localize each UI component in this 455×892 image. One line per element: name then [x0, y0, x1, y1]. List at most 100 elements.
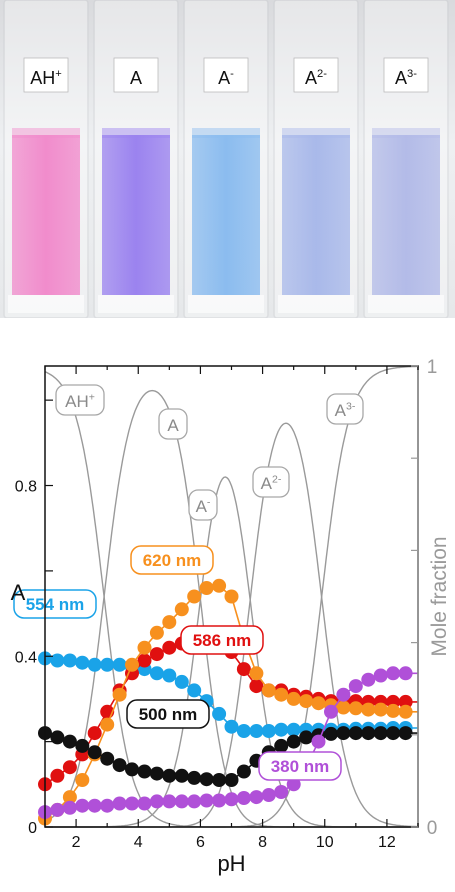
data-point [361, 672, 376, 687]
data-point [361, 726, 376, 741]
species-label: A2- [261, 474, 282, 493]
data-point [100, 717, 115, 732]
data-point [87, 798, 102, 813]
data-point [75, 773, 90, 787]
y-axis-left: 0 0.4 0.8 A [11, 399, 53, 837]
data-point [348, 726, 363, 741]
data-point [386, 703, 401, 718]
x-tick-label: 12 [378, 834, 396, 851]
absorbance-chart: AH+ A A- A2- A3- 554 nm 586 nm 620 nm 500 nm 380 … [11, 357, 451, 876]
y-tick-label: 0.4 [15, 649, 37, 666]
x-tick-label: 4 [134, 834, 143, 851]
data-point [149, 625, 164, 640]
data-point [162, 615, 177, 630]
series-label: 500 nm [139, 705, 198, 724]
data-point [199, 793, 214, 808]
series-label-box [258, 751, 342, 781]
y-tick-label-right: 0 [427, 818, 438, 839]
data-point [361, 702, 376, 717]
data-point [286, 777, 301, 792]
series-label-box [180, 625, 264, 655]
cuvette-label-box [113, 57, 159, 93]
data-point [187, 683, 202, 698]
data-point [50, 730, 65, 745]
data-point [100, 751, 115, 766]
data-point [112, 657, 127, 672]
cuvette: A- [183, 0, 269, 318]
data-point [199, 772, 214, 787]
data-point [62, 653, 77, 668]
data-point [311, 696, 326, 711]
data-point [398, 726, 413, 741]
data-point [249, 679, 264, 694]
data-point [224, 589, 239, 604]
cuvette-liquid [372, 135, 440, 295]
data-point [274, 738, 289, 753]
cuvette-liquid [282, 135, 350, 295]
data-point [87, 657, 102, 672]
data-point [286, 691, 301, 706]
liquid-meniscus [12, 128, 80, 138]
liquid-meniscus [282, 128, 350, 138]
cuvette-label: A- [218, 68, 234, 88]
data-point [112, 796, 127, 811]
liquid-meniscus [192, 128, 260, 138]
data-point [324, 726, 338, 741]
cuvette-label: A3- [395, 68, 417, 88]
data-point [212, 793, 227, 808]
data-point [187, 589, 202, 604]
data-point [125, 762, 139, 777]
data-point [274, 722, 289, 737]
data-point [336, 726, 351, 741]
data-point [249, 666, 264, 681]
data-point [261, 788, 276, 802]
data-point [398, 694, 413, 709]
data-point [50, 768, 65, 783]
data-point [286, 734, 301, 749]
data-point [398, 666, 413, 681]
series-label-box [126, 699, 210, 729]
cuvette-base [368, 295, 444, 313]
cuvette: A [93, 0, 179, 318]
data-point [87, 726, 102, 741]
cuvette-label-box [383, 57, 429, 93]
data-point [249, 724, 264, 738]
cuvette-liquid [192, 135, 260, 295]
species-label: A [167, 416, 179, 435]
series [38, 651, 418, 738]
data-point [149, 766, 164, 781]
data-point [348, 679, 363, 694]
data-point [137, 764, 152, 779]
x-axis-label: pH [217, 851, 245, 876]
data-point [162, 668, 177, 683]
data-point [174, 794, 189, 809]
cuvette-photo: AH+ A A- A2- A3- [0, 0, 455, 318]
data-point [137, 653, 152, 668]
data-point [149, 794, 164, 809]
data-point [62, 800, 77, 815]
data-point [174, 674, 189, 689]
data-point [75, 655, 90, 670]
cuvette-liquid [12, 135, 80, 295]
data-point [348, 701, 363, 716]
species-labels: AH+ A A- A2- A3- [55, 384, 364, 521]
cuvette: AH+ [3, 0, 89, 318]
liquid-meniscus [372, 128, 440, 138]
data-point [373, 726, 388, 741]
data-point [224, 773, 239, 787]
data-point [87, 745, 102, 760]
data-point [224, 792, 239, 807]
data-point [236, 724, 251, 738]
data-point [50, 802, 65, 817]
y-tick-label: 0 [28, 820, 37, 837]
series-label: 586 nm [193, 631, 252, 650]
data-point [187, 794, 202, 809]
data-point [398, 704, 413, 719]
series [38, 666, 418, 820]
x-tick-label: 10 [316, 834, 334, 851]
data-point [286, 722, 301, 737]
data-point [386, 726, 401, 741]
data-point [324, 704, 338, 719]
data-point [162, 640, 177, 655]
liquid-meniscus [102, 128, 170, 138]
